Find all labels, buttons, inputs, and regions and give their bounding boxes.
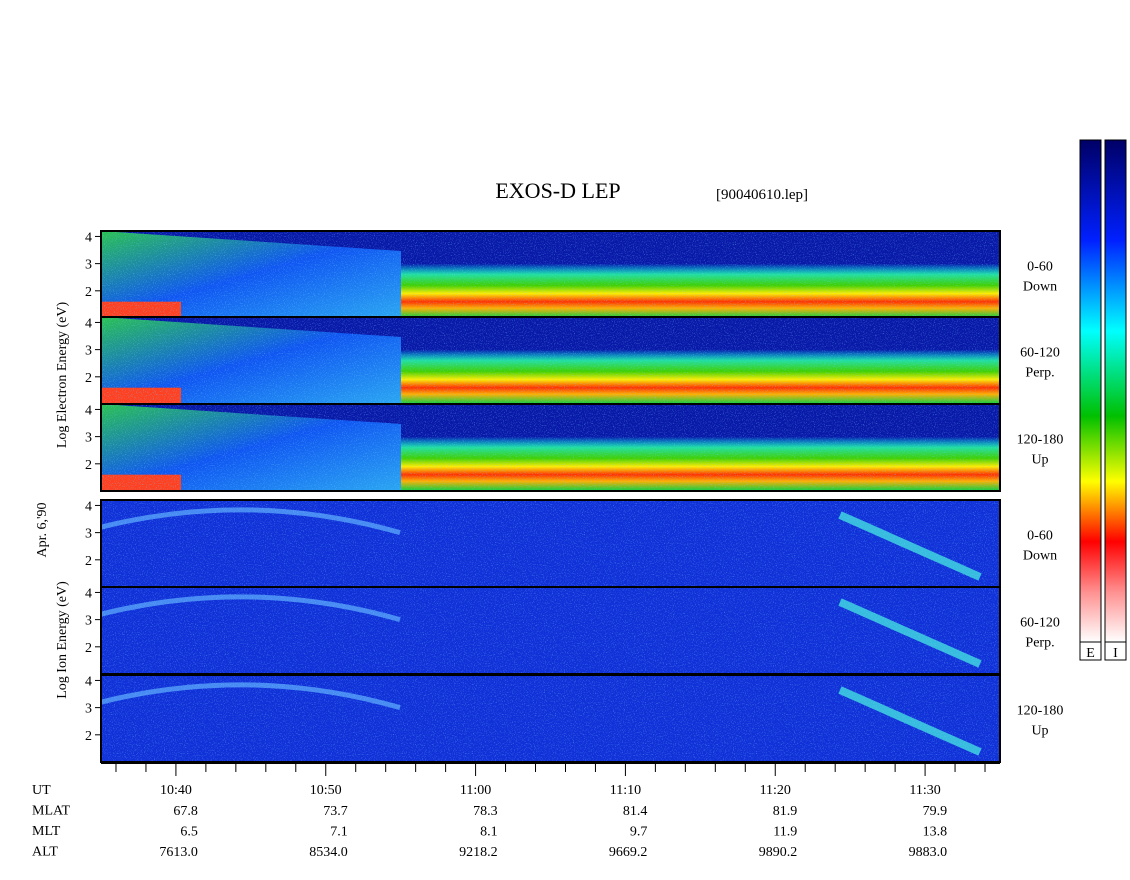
panel-direction: Up — [1031, 724, 1048, 739]
y-tick-label: 4 — [85, 230, 92, 245]
y-tick-label: 3 — [85, 527, 92, 542]
panel-direction: Perp. — [1025, 366, 1054, 381]
panel-angle: 0-60 — [1027, 260, 1053, 275]
orbit-value: 81.9 — [773, 804, 798, 819]
y-tick-label: 4 — [85, 316, 92, 331]
orbit-row-label: MLT — [32, 824, 61, 839]
panel-angle: 60-120 — [1020, 346, 1060, 361]
orbit-value: 9218.2 — [459, 845, 498, 860]
orbit-value: 81.4 — [623, 804, 648, 819]
panel-angle: 120-180 — [1017, 433, 1064, 448]
colorbar-label: I — [1113, 646, 1118, 661]
spectrum-noise — [101, 500, 1000, 587]
y-tick-label: 4 — [85, 586, 92, 601]
colorbar — [1079, 139, 1102, 643]
spectrum-noise — [101, 587, 1000, 674]
y-tick-label: 3 — [85, 702, 92, 717]
orbit-value: 13.8 — [923, 825, 948, 840]
y-tick-label: 2 — [85, 285, 92, 300]
x-tick-label: 11:00 — [460, 783, 491, 798]
orbit-value: 8534.0 — [309, 845, 348, 860]
y-tick-label: 4 — [85, 499, 92, 514]
group-axis-label: Log Ion Energy (eV) — [55, 581, 70, 699]
x-tick-label: 10:50 — [310, 783, 342, 798]
title: EXOS-D LEP — [495, 178, 620, 203]
spectrum-noise — [101, 317, 1000, 404]
panel-direction: Down — [1023, 549, 1057, 564]
x-tick-label: 11:20 — [760, 783, 791, 798]
orbit-value: 8.1 — [480, 825, 498, 840]
orbit-row-label: MLAT — [32, 804, 71, 819]
x-tick-label: 11:10 — [610, 783, 641, 798]
group-axis-label: Log Electron Energy (eV) — [55, 302, 70, 449]
orbit-value: 67.8 — [173, 804, 198, 819]
spectrum-noise — [101, 675, 1000, 762]
y-tick-label: 3 — [85, 258, 92, 273]
orbit-value: 9883.0 — [909, 845, 948, 860]
x-tick-label: 10:40 — [160, 783, 192, 798]
file-name: [90040610.lep] — [716, 187, 808, 203]
panel-frame — [100, 403, 1001, 492]
colorbar-label-box — [1079, 641, 1102, 661]
y-tick-label: 2 — [85, 371, 92, 386]
y-tick-label: 2 — [85, 554, 92, 569]
colorbar — [1104, 139, 1127, 643]
spectrum-noise — [101, 404, 1000, 491]
orbit-value: 78.3 — [473, 804, 498, 819]
colorbar-label: E — [1086, 646, 1095, 661]
orbit-value: 9890.2 — [759, 845, 798, 860]
y-tick-label: 2 — [85, 641, 92, 656]
orbit-value: 7613.0 — [159, 845, 198, 860]
orbit-value: 9669.2 — [609, 845, 648, 860]
y-tick-label: 2 — [85, 729, 92, 744]
orbit-row-label: UT — [32, 783, 51, 798]
orbit-value: 73.7 — [323, 804, 348, 819]
panel-direction: Down — [1023, 280, 1057, 295]
spectrum-noise — [101, 231, 1000, 318]
y-tick-label: 4 — [85, 403, 92, 418]
orbit-value: 6.5 — [180, 825, 198, 840]
colorbar-label-box — [1104, 641, 1127, 661]
y-tick-label: 4 — [85, 674, 92, 689]
orbit-value: 9.7 — [630, 825, 648, 840]
orbit-value: 7.1 — [330, 825, 348, 840]
y-tick-label: 3 — [85, 344, 92, 359]
orbit-value: 11.9 — [773, 825, 797, 840]
date-label: Apr. 6,'90 — [35, 502, 50, 557]
panel-angle: 60-120 — [1020, 616, 1060, 631]
panel-direction: Perp. — [1025, 636, 1054, 651]
panel-angle: 0-60 — [1027, 529, 1053, 544]
orbit-value: 79.9 — [923, 804, 948, 819]
orbit-row-label: ALT — [32, 845, 58, 860]
y-tick-label: 2 — [85, 458, 92, 473]
x-tick-label: 11:30 — [909, 783, 940, 798]
y-tick-label: 3 — [85, 614, 92, 629]
panel-direction: Up — [1031, 453, 1048, 468]
panel-angle: 120-180 — [1017, 704, 1064, 719]
y-tick-label: 3 — [85, 431, 92, 446]
